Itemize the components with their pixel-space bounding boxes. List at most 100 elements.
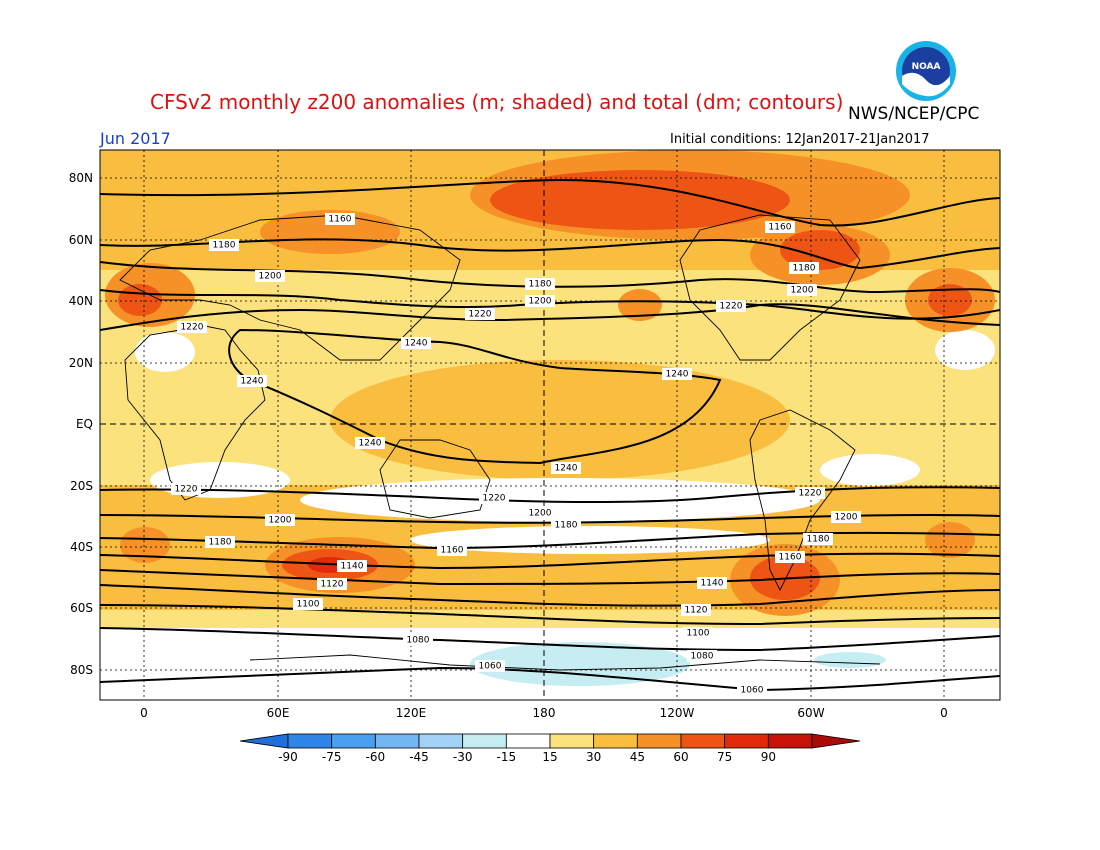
colorbar-segment <box>462 733 507 749</box>
lon-label: 0 <box>140 706 148 720</box>
lon-label: 60E <box>267 706 290 720</box>
colorbar-tick-label: 75 <box>717 750 732 764</box>
colorbar-segment <box>287 733 333 749</box>
lat-label: 60S <box>70 601 93 615</box>
lat-label: 40N <box>69 294 93 308</box>
contour-label: 1220 <box>799 489 822 499</box>
contour-label: 1100 <box>687 629 710 639</box>
contour-label: 1240 <box>555 464 578 474</box>
shade-asia-45 <box>260 210 400 254</box>
contour-label: 1200 <box>529 297 552 307</box>
height-contours <box>100 178 1000 692</box>
contour-label: 1180 <box>555 521 578 531</box>
shade-europe-60-wrap <box>928 284 972 316</box>
logo-text: NOAA <box>912 62 941 72</box>
contour-1180-sh <box>100 531 1000 550</box>
contour-label: 1220 <box>720 302 743 312</box>
contour-label: 1060 <box>741 686 764 696</box>
colorbar-tick-label: -90 <box>278 750 298 764</box>
shade-sh-white-3 <box>820 454 920 486</box>
contour-label: 1120 <box>685 606 708 616</box>
shade-negative-1 <box>470 642 690 686</box>
contour-label: 1240 <box>666 370 689 380</box>
contour-label: 1240 <box>359 439 382 449</box>
contour-label: 1180 <box>807 535 830 545</box>
contour-label: 1120 <box>321 580 344 590</box>
contour-label: 1180 <box>209 538 232 548</box>
contour-1140-sh <box>100 569 1000 586</box>
contour-1060-sh <box>100 666 1000 692</box>
colorbar-tick-label: 90 <box>761 750 776 764</box>
shade-negative-2 <box>814 652 886 668</box>
contour-1200b-nh <box>100 289 1000 320</box>
colorbar-segment <box>549 733 595 749</box>
colorbar-segment <box>680 733 726 749</box>
longitude-labels: 0 60E 120E 180 120W 60W 0 <box>140 706 948 720</box>
lat-label: 80S <box>70 663 93 677</box>
noaa-logo: NOAA <box>895 40 957 102</box>
contour-label: 1220 <box>469 310 492 320</box>
lon-label: 120W <box>660 706 695 720</box>
north-america-coast <box>679 214 861 361</box>
lat-label: 20S <box>70 479 93 493</box>
reference-lines <box>100 150 1000 700</box>
contour-label: 1140 <box>341 562 364 572</box>
contour-label: 1160 <box>779 553 802 563</box>
colorbar-segment <box>331 733 376 749</box>
colorbar-segment <box>593 733 638 749</box>
shade-nh-white-2 <box>935 330 995 370</box>
colorbar-segment <box>724 733 769 749</box>
colorbar: -90 -75 -60 -45 -30 -15 15 30 45 60 75 90 <box>239 733 861 764</box>
contour-label: 1200 <box>259 272 282 282</box>
contour-label: 1200 <box>791 286 814 296</box>
colorbar-tick-label: 15 <box>542 750 557 764</box>
contour-labels: 1160 1180 1200 1220 1240 1240 1240 1240 … <box>171 213 861 696</box>
colorbar-segment <box>767 733 813 749</box>
colorbar-tick-label: -75 <box>322 750 342 764</box>
lat-label: 60N <box>69 233 93 247</box>
contour-label: 1180 <box>213 241 236 251</box>
lon-label: 180 <box>533 706 556 720</box>
contour-label: 1160 <box>769 223 792 233</box>
colorbar-tick-label: 45 <box>630 750 645 764</box>
shade-trop-pacific <box>330 360 790 480</box>
chart-title: CFSv2 monthly z200 anomalies (m; shaded)… <box>150 90 844 114</box>
colorbar-segment <box>505 733 551 749</box>
contour-label: 1080 <box>691 652 714 662</box>
colorbar-arrow-low <box>239 733 289 749</box>
lat-label: 20N <box>69 356 93 370</box>
contour-label: 1240 <box>405 339 428 349</box>
shade-sh-45-east <box>925 522 975 558</box>
contour-label: 1200 <box>269 516 292 526</box>
lat-label: EQ <box>76 417 93 431</box>
lon-label: 120E <box>396 706 427 720</box>
colorbar-tick-label: -15 <box>497 750 517 764</box>
shade-nh-white-1 <box>135 332 195 372</box>
shade-sh-45-west <box>120 527 170 563</box>
contour-label: 1160 <box>329 215 352 225</box>
contour-1220-nh <box>100 303 1000 331</box>
shade-europe-60 <box>118 284 162 316</box>
contour-1220-sh <box>100 486 1000 503</box>
shade-arctic-60 <box>490 170 790 230</box>
contour-1120-sh <box>100 584 1000 607</box>
latitude-labels: 80N 60N 40N 20N EQ 20S 40S 60S 80S <box>69 171 93 677</box>
contour-label: 1240 <box>241 377 264 387</box>
map-frame <box>99 149 1001 701</box>
africa-coast <box>124 324 266 501</box>
initial-conditions: Initial conditions: 12Jan2017-21Jan2017 <box>670 132 930 147</box>
contour-label: 1180 <box>793 264 816 274</box>
contour-1180-nh <box>100 238 1000 270</box>
colorbar-segment <box>636 733 682 749</box>
agency-label: NWS/NCEP/CPC <box>848 104 980 124</box>
contour-label: 1220 <box>181 323 204 333</box>
contour-label: 1060 <box>479 662 502 672</box>
shade-pacific-45 <box>618 289 662 321</box>
colorbar-tick-label: -30 <box>453 750 473 764</box>
contour-label: 1200 <box>835 513 858 523</box>
contour-1080-sh <box>100 627 1000 652</box>
colorbar-tick-label: -45 <box>409 750 429 764</box>
contour-1100-sh <box>100 604 1000 626</box>
lon-label: 60W <box>797 706 824 720</box>
